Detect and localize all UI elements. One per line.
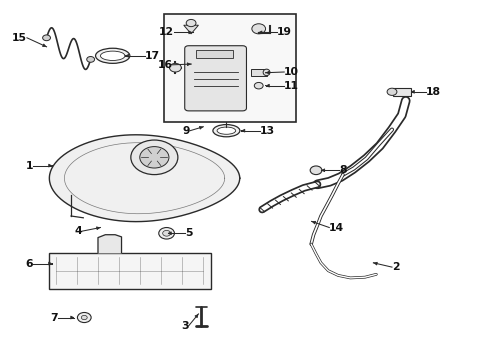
- Ellipse shape: [217, 127, 236, 134]
- Text: 1: 1: [26, 161, 33, 171]
- Text: 14: 14: [329, 222, 344, 233]
- Text: 18: 18: [426, 87, 441, 97]
- Bar: [251, 69, 267, 76]
- Text: 17: 17: [145, 51, 160, 61]
- Circle shape: [186, 19, 196, 27]
- Text: 5: 5: [185, 228, 193, 238]
- Circle shape: [87, 57, 95, 62]
- Text: 4: 4: [74, 226, 82, 236]
- Ellipse shape: [96, 48, 130, 63]
- Circle shape: [387, 88, 397, 95]
- Text: 12: 12: [159, 27, 174, 37]
- Circle shape: [140, 147, 169, 168]
- Text: 3: 3: [181, 321, 189, 331]
- Bar: [196, 50, 233, 58]
- Ellipse shape: [100, 51, 125, 60]
- Ellipse shape: [213, 125, 240, 137]
- Text: 15: 15: [12, 33, 27, 43]
- Circle shape: [170, 63, 181, 72]
- Circle shape: [43, 35, 50, 41]
- Circle shape: [254, 82, 263, 89]
- FancyBboxPatch shape: [185, 46, 246, 111]
- Circle shape: [77, 312, 91, 323]
- Text: 13: 13: [260, 126, 275, 136]
- Text: 9: 9: [183, 126, 190, 136]
- Polygon shape: [184, 25, 198, 34]
- Text: 16: 16: [157, 60, 172, 70]
- Bar: [393, 88, 411, 96]
- Circle shape: [159, 228, 174, 239]
- Circle shape: [81, 315, 87, 320]
- Text: 10: 10: [284, 67, 299, 77]
- Bar: [49, 253, 211, 289]
- Ellipse shape: [263, 69, 270, 76]
- Text: 2: 2: [392, 262, 400, 272]
- Circle shape: [163, 230, 171, 236]
- Polygon shape: [49, 135, 240, 222]
- Bar: [164, 14, 296, 122]
- Polygon shape: [98, 235, 122, 253]
- Text: 19: 19: [277, 27, 292, 37]
- Circle shape: [252, 24, 266, 34]
- Text: 6: 6: [25, 258, 33, 269]
- Text: 11: 11: [284, 81, 299, 91]
- Circle shape: [310, 166, 322, 175]
- Circle shape: [131, 140, 178, 175]
- Text: 7: 7: [50, 312, 58, 323]
- Text: 8: 8: [339, 165, 346, 175]
